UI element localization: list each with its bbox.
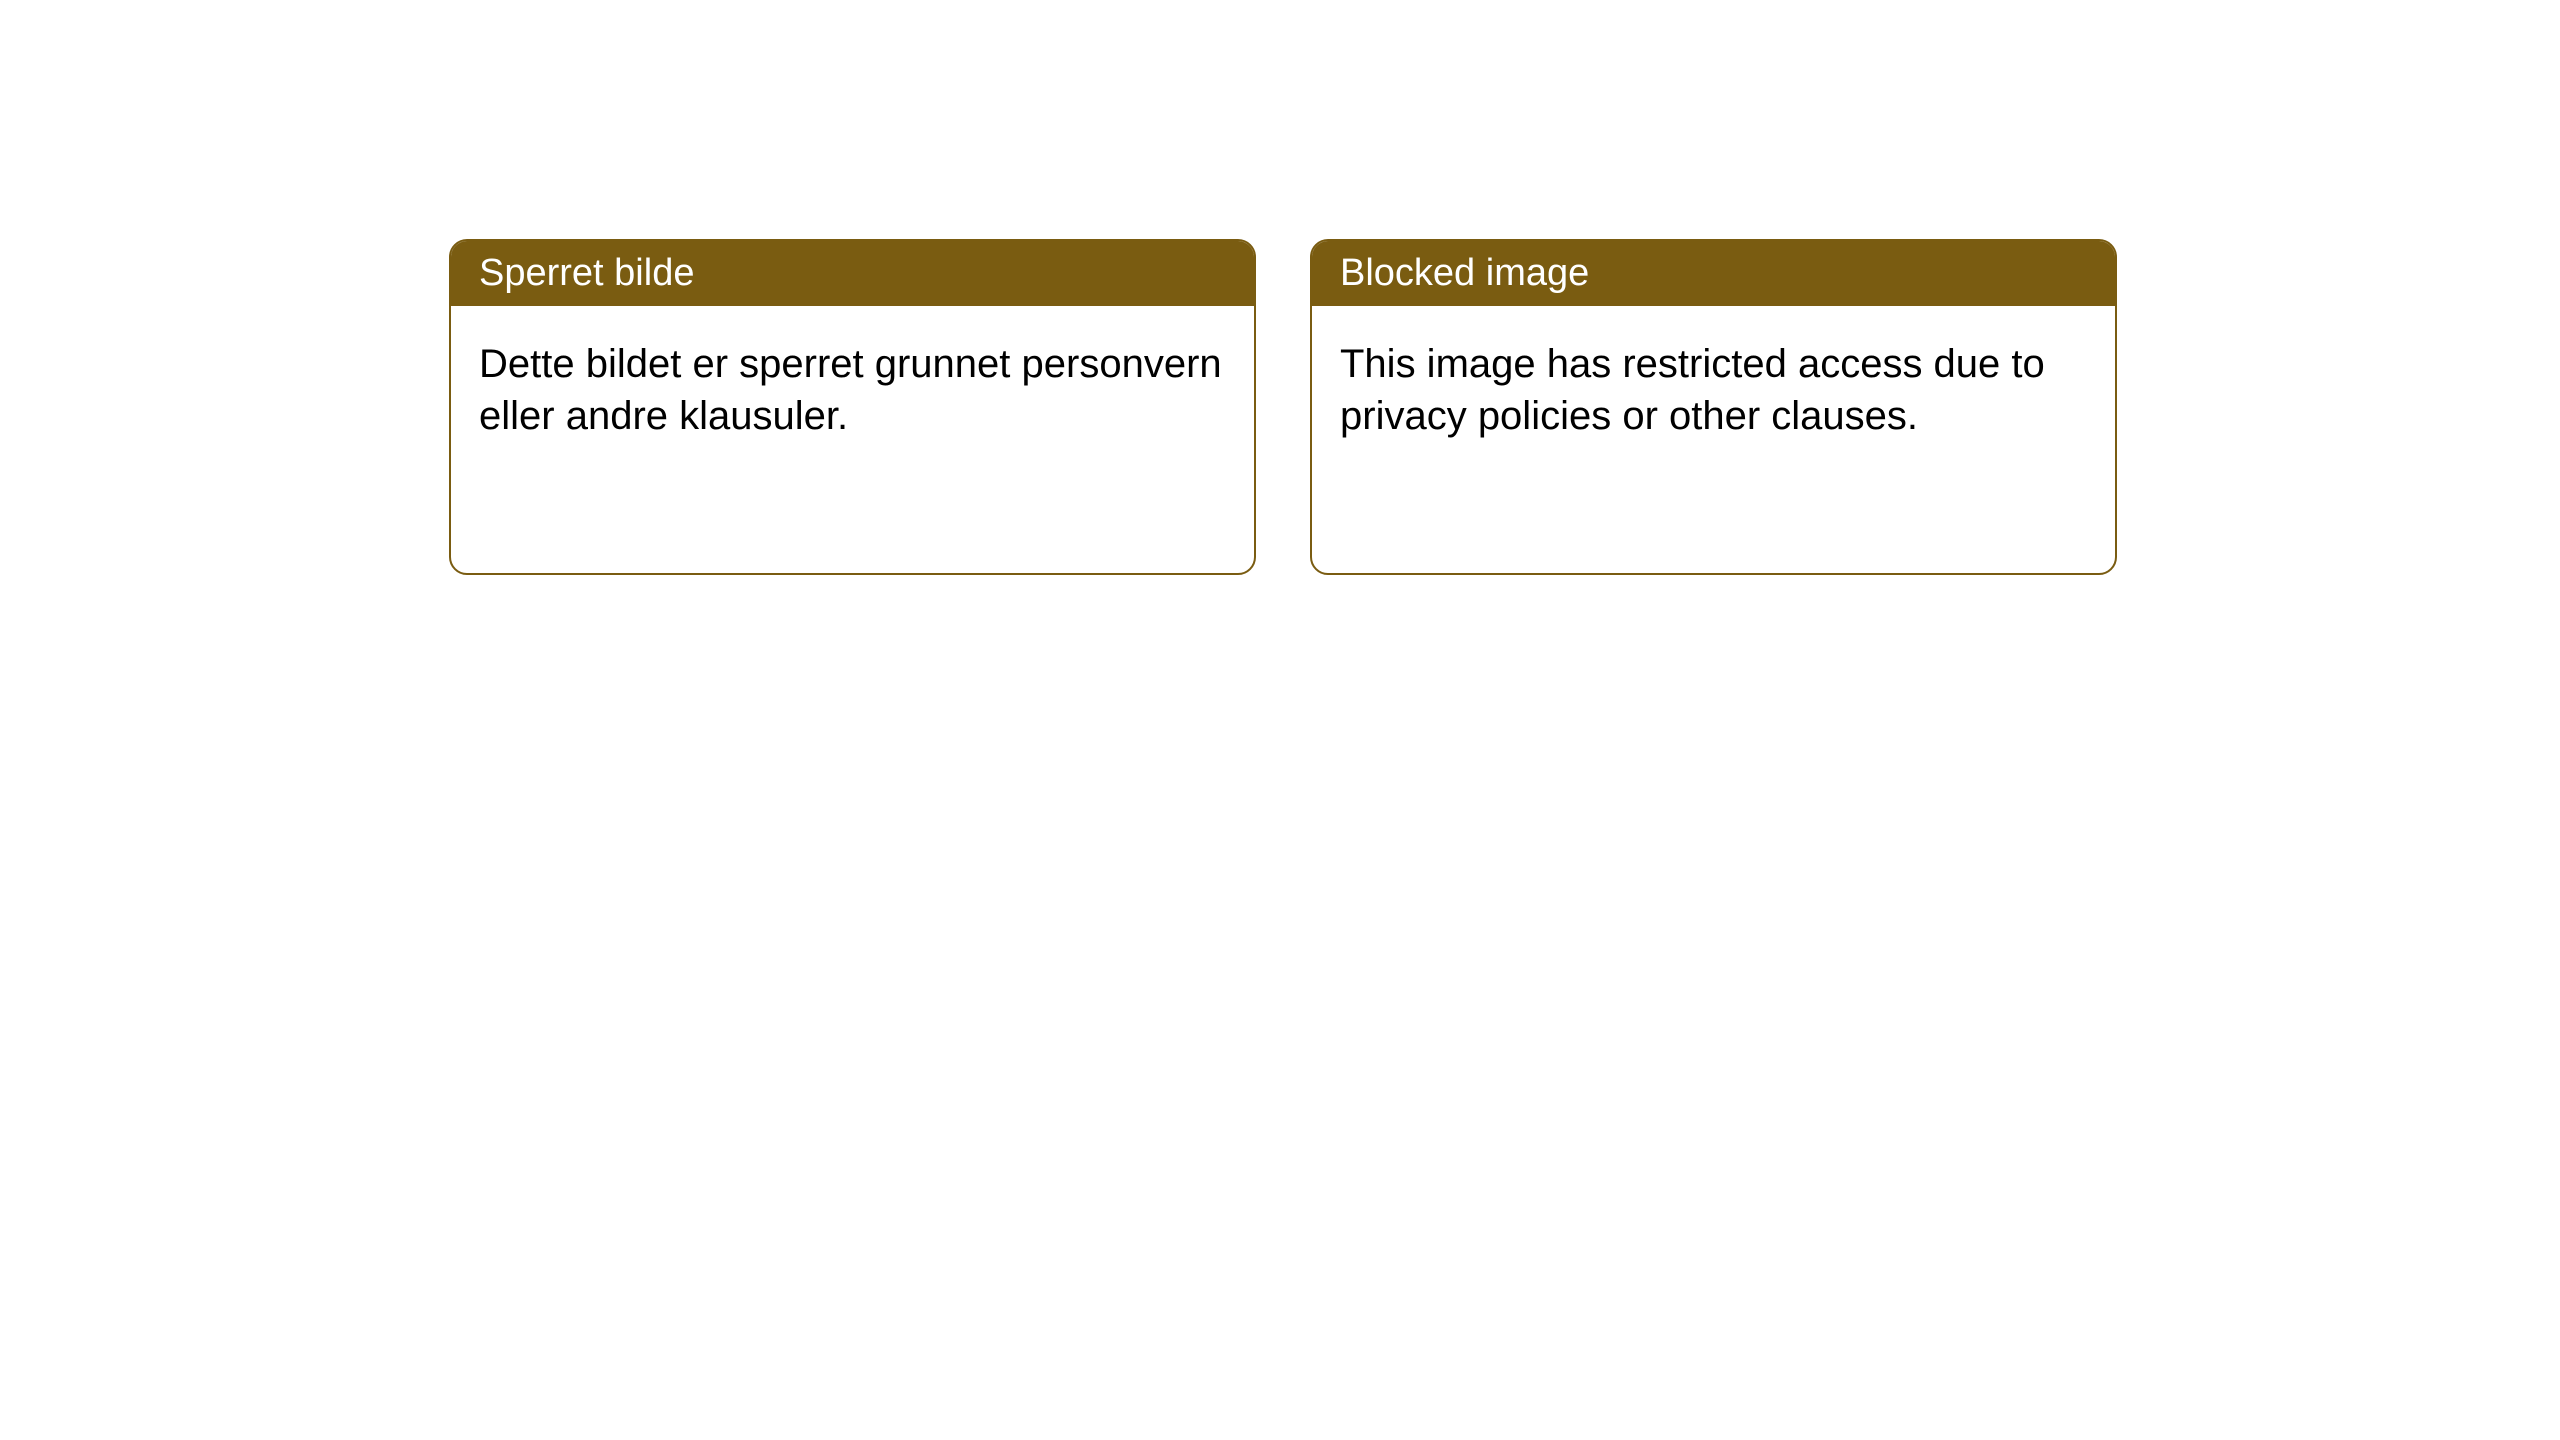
notice-card-english: Blocked image This image has restricted …: [1310, 239, 2117, 575]
notice-cards-container: Sperret bilde Dette bildet er sperret gr…: [0, 0, 2560, 575]
card-body-text: This image has restricted access due to …: [1340, 342, 2045, 438]
card-body-text: Dette bildet er sperret grunnet personve…: [479, 342, 1222, 438]
card-body: This image has restricted access due to …: [1312, 306, 2115, 474]
card-body: Dette bildet er sperret grunnet personve…: [451, 306, 1254, 474]
card-header: Blocked image: [1312, 241, 2115, 306]
card-title: Sperret bilde: [479, 252, 694, 294]
card-title: Blocked image: [1340, 252, 1589, 294]
notice-card-norwegian: Sperret bilde Dette bildet er sperret gr…: [449, 239, 1256, 575]
card-header: Sperret bilde: [451, 241, 1254, 306]
